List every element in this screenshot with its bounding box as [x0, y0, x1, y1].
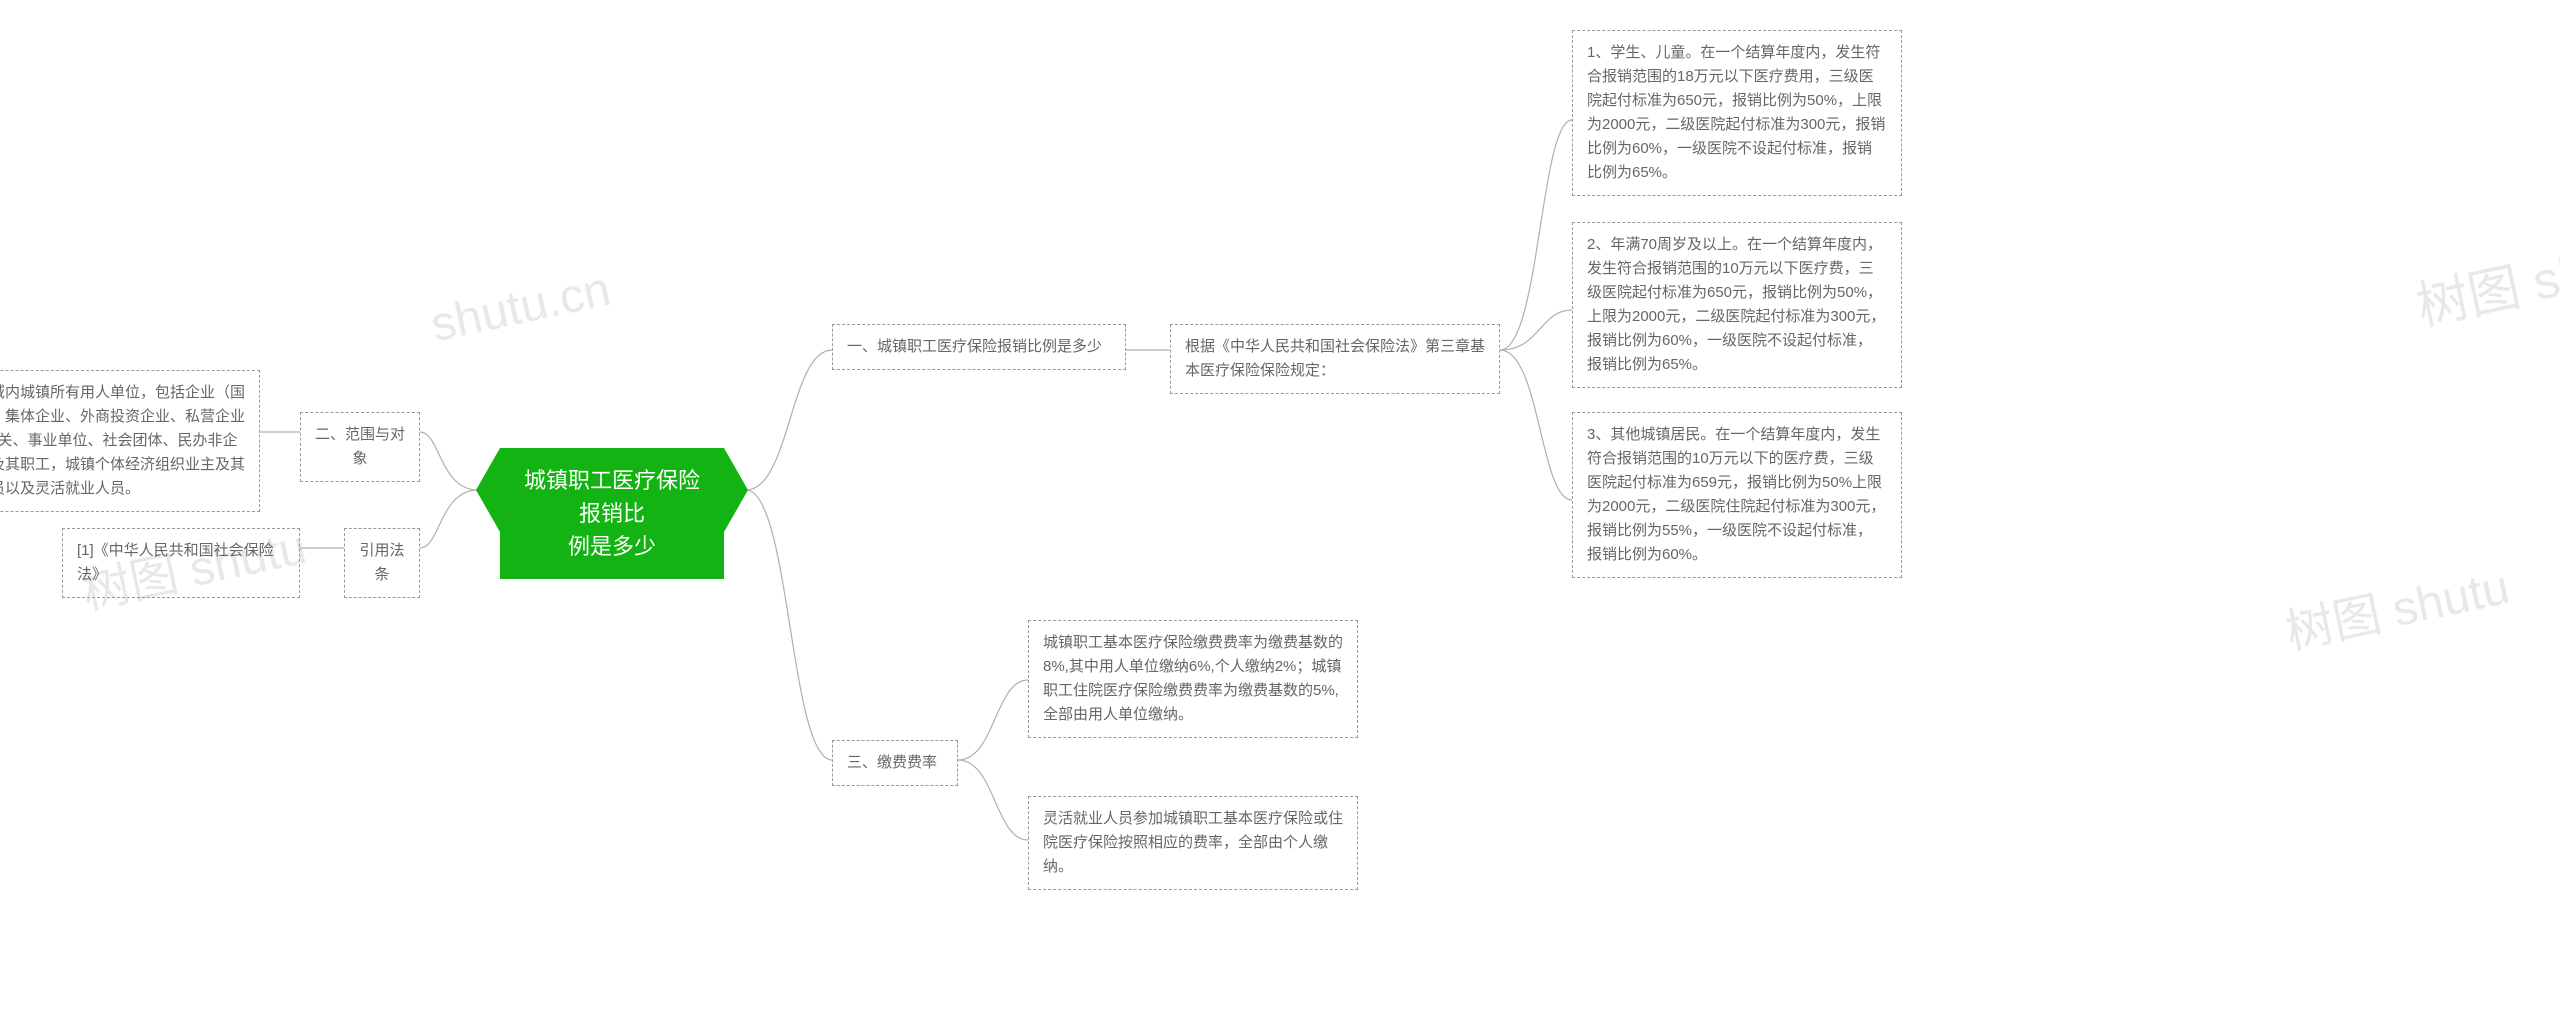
section1-leaf2-text: 2、年满70周岁及以上。在一个结算年度内，发生符合报销范围的10万元以下医疗费，…: [1587, 236, 1885, 373]
root-title: 城镇职工医疗保险报销比 例是多少: [524, 468, 700, 559]
citation-child: [1]《中华人民共和国社会保险法》: [62, 528, 300, 598]
section1-leaf1-text: 1、学生、儿童。在一个结算年度内，发生符合报销范围的18万元以下医疗费用，三级医…: [1587, 44, 1885, 181]
section2-child: 统筹区域内城镇所有用人单位，包括企业（国有企业、集体企业、外商投资企业、私营企业…: [0, 370, 260, 512]
section2-label: 二、范围与对象: [315, 426, 405, 467]
section1-leaf1: 1、学生、儿童。在一个结算年度内，发生符合报销范围的18万元以下医疗费用，三级医…: [1572, 30, 1902, 196]
section1-node: 一、城镇职工医疗保险报销比例是多少: [832, 324, 1126, 370]
section3-child1-text: 城镇职工基本医疗保险缴费费率为缴费基数的8%,其中用人单位缴纳6%,个人缴纳2%…: [1043, 634, 1343, 723]
root-node: 城镇职工医疗保险报销比 例是多少: [500, 448, 724, 579]
section1-leaf3: 3、其他城镇居民。在一个结算年度内，发生符合报销范围的10万元以下的医疗费，三级…: [1572, 412, 1902, 578]
watermark: 树图 shutu: [2409, 215, 2560, 339]
citation-child-text: [1]《中华人民共和国社会保险法》: [77, 542, 274, 583]
section3-label: 三、缴费费率: [847, 754, 937, 771]
citation-node: 引用法条: [344, 528, 420, 598]
section2-child-text: 统筹区域内城镇所有用人单位，包括企业（国有企业、集体企业、外商投资企业、私营企业…: [0, 384, 245, 497]
section1-child-text: 根据《中华人民共和国社会保险法》第三章基本医疗保险保险规定：: [1185, 338, 1485, 379]
citation-label: 引用法条: [359, 542, 404, 583]
watermark: 树图 shutu: [2278, 547, 2514, 663]
watermark: shutu.cn: [426, 262, 615, 354]
section1-leaf2: 2、年满70周岁及以上。在一个结算年度内，发生符合报销范围的10万元以下医疗费，…: [1572, 222, 1902, 388]
section1-child: 根据《中华人民共和国社会保险法》第三章基本医疗保险保险规定：: [1170, 324, 1500, 394]
section1-label: 一、城镇职工医疗保险报销比例是多少: [847, 338, 1102, 355]
section1-leaf3-text: 3、其他城镇居民。在一个结算年度内，发生符合报销范围的10万元以下的医疗费，三级…: [1587, 426, 1885, 563]
section3-child2: 灵活就业人员参加城镇职工基本医疗保险或住院医疗保险按照相应的费率，全部由个人缴纳…: [1028, 796, 1358, 890]
section3-node: 三、缴费费率: [832, 740, 958, 786]
section3-child1: 城镇职工基本医疗保险缴费费率为缴费基数的8%,其中用人单位缴纳6%,个人缴纳2%…: [1028, 620, 1358, 738]
section3-child2-text: 灵活就业人员参加城镇职工基本医疗保险或住院医疗保险按照相应的费率，全部由个人缴纳…: [1043, 810, 1343, 875]
section2-node: 二、范围与对象: [300, 412, 420, 482]
